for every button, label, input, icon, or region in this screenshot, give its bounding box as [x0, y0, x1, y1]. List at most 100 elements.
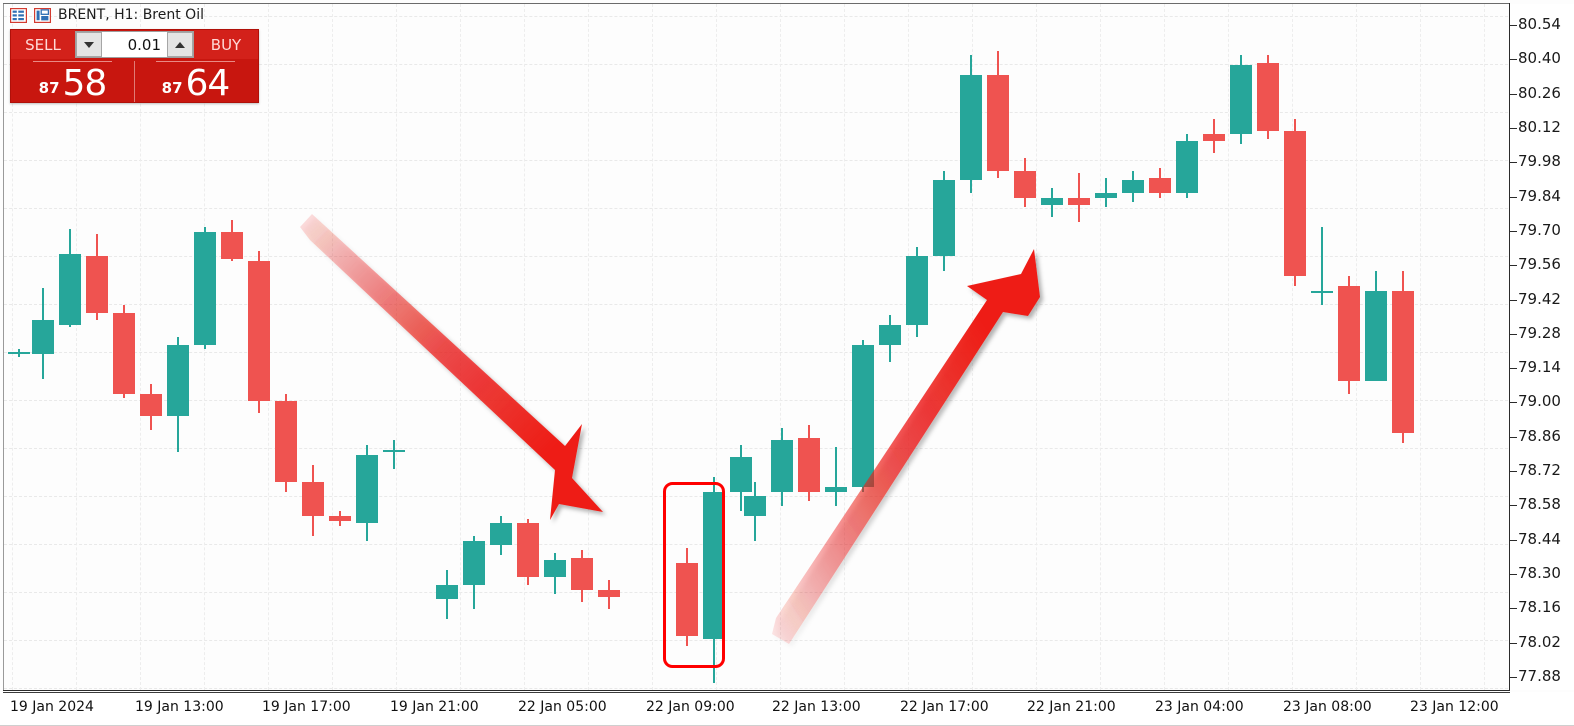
grid-line-vertical: [716, 4, 717, 690]
price-tick-label: 79.56: [1518, 255, 1561, 274]
plot-border-left: [3, 3, 4, 691]
candle-body: [329, 516, 351, 521]
candle-body: [356, 454, 378, 524]
candle-body: [879, 324, 901, 345]
volume-increment-button[interactable]: [167, 32, 193, 57]
candle-body: [987, 75, 1009, 171]
buy-price-small-digits: 87: [161, 79, 183, 97]
candle-body: [544, 560, 566, 578]
data-window-icon[interactable]: [33, 7, 52, 23]
price-tick-label: 79.14: [1518, 358, 1561, 377]
grid-line-vertical: [76, 4, 77, 690]
price-tick: [1510, 368, 1517, 370]
grid-line-vertical: [396, 4, 397, 690]
sell-price[interactable]: 87 58: [11, 59, 134, 102]
price-tick-label: 77.88: [1518, 666, 1561, 685]
price-tick: [1510, 93, 1517, 95]
symbol-label: BRENT, H1: Brent Oil: [58, 7, 204, 23]
candle-body: [463, 540, 485, 585]
price-tick-label: 79.70: [1518, 220, 1561, 239]
grid-line-horizontal: [4, 400, 1508, 401]
price-tick-label: 78.72: [1518, 461, 1561, 480]
candle-body: [275, 400, 297, 482]
chart-header: BRENT, H1: Brent Oil SELL 0.01 BUY: [0, 0, 360, 112]
grid-line-horizontal: [4, 64, 1508, 65]
candle-body: [825, 486, 847, 492]
candle-body: [302, 481, 324, 517]
candle-body: [598, 589, 620, 597]
candle-body: [1122, 180, 1144, 193]
grid-line-vertical: [908, 4, 909, 690]
grid-line-horizontal: [4, 352, 1508, 353]
price-tick: [1510, 333, 1517, 335]
candle-body: [1311, 290, 1333, 293]
grid-line-horizontal: [4, 592, 1508, 593]
volume-stepper[interactable]: 0.01: [75, 31, 194, 58]
grid-line-vertical: [1484, 4, 1485, 690]
price-tick: [1510, 436, 1517, 438]
chevron-down-icon: [84, 41, 94, 48]
plot-border-right: [1509, 3, 1510, 691]
time-tick-label: 22 Jan 09:00: [646, 699, 735, 715]
plot-border-top: [3, 3, 1510, 4]
grid-line-vertical: [524, 4, 525, 690]
grid-line-vertical: [1228, 4, 1229, 690]
candle-body: [1230, 65, 1252, 134]
grid-line-vertical: [1164, 4, 1165, 690]
time-tick-label: 19 Jan 17:00: [262, 699, 351, 715]
price-axis[interactable]: 80.54 80.40 80.26 80.12 79.98 79.84 79.70 79.56…: [1510, 4, 1574, 690]
candle-body: [1014, 170, 1036, 198]
price-tick: [1510, 505, 1517, 507]
price-tick-label: 78.58: [1518, 495, 1561, 514]
price-tick-label: 80.40: [1518, 49, 1561, 68]
price-tick: [1510, 608, 1517, 610]
price-tick-label: 78.86: [1518, 426, 1561, 445]
price-divider: [134, 61, 135, 102]
time-tick-label: 23 Jan 12:00: [1410, 699, 1499, 715]
candle-body: [1068, 197, 1090, 205]
sell-button[interactable]: SELL: [11, 30, 75, 59]
candle-wick: [1321, 226, 1323, 306]
buy-price-rule: [156, 61, 235, 62]
candle-body: [59, 253, 81, 325]
price-tick-label: 78.02: [1518, 632, 1561, 651]
market-watch-icon[interactable]: [9, 7, 28, 23]
plot-border-bottom: [3, 690, 1510, 691]
price-tick-label: 80.54: [1518, 15, 1561, 34]
grid-line-horizontal: [4, 448, 1508, 449]
candle-wick: [835, 447, 837, 507]
candle-body: [906, 256, 928, 325]
candle-body: [1149, 177, 1171, 193]
price-tick: [1510, 471, 1517, 473]
symbol-row: BRENT, H1: Brent Oil: [9, 6, 204, 24]
volume-input[interactable]: 0.01: [127, 35, 161, 54]
price-tick-label: 79.28: [1518, 323, 1561, 342]
sell-price-rule: [33, 61, 112, 62]
sell-price-big-digits: 58: [62, 63, 108, 104]
time-tick-label: 23 Jan 04:00: [1155, 699, 1244, 715]
price-tick-label: 78.44: [1518, 529, 1561, 548]
candle-body: [248, 261, 270, 401]
one-click-trading-controls: SELL 0.01 BUY: [11, 30, 258, 59]
candle-wick: [1105, 177, 1107, 208]
price-tick-label: 80.26: [1518, 83, 1561, 102]
time-axis[interactable]: 19 Jan 2024 19 Jan 13:00 19 Jan 17:00 19 Ja…: [0, 692, 1574, 726]
candle-wick: [393, 440, 395, 470]
candle-body: [1365, 290, 1387, 382]
candle-body: [703, 491, 725, 639]
grid-line-vertical: [1292, 4, 1293, 690]
candle-body: [383, 449, 405, 452]
grid-line-horizontal: [4, 640, 1508, 641]
price-tick-label: 78.16: [1518, 598, 1561, 617]
grid-line-horizontal: [4, 304, 1508, 305]
buy-button[interactable]: BUY: [194, 30, 258, 59]
buy-price[interactable]: 87 64: [134, 59, 257, 102]
price-tick-label: 79.42: [1518, 289, 1561, 308]
candle-body: [571, 557, 593, 590]
candle-body: [933, 180, 955, 257]
volume-decrement-button[interactable]: [76, 32, 102, 57]
candle-body: [436, 584, 458, 600]
candle-body: [86, 256, 108, 313]
candle-body: [960, 75, 982, 181]
one-click-trading-panel[interactable]: SELL 0.01 BUY 87 58: [10, 29, 259, 103]
